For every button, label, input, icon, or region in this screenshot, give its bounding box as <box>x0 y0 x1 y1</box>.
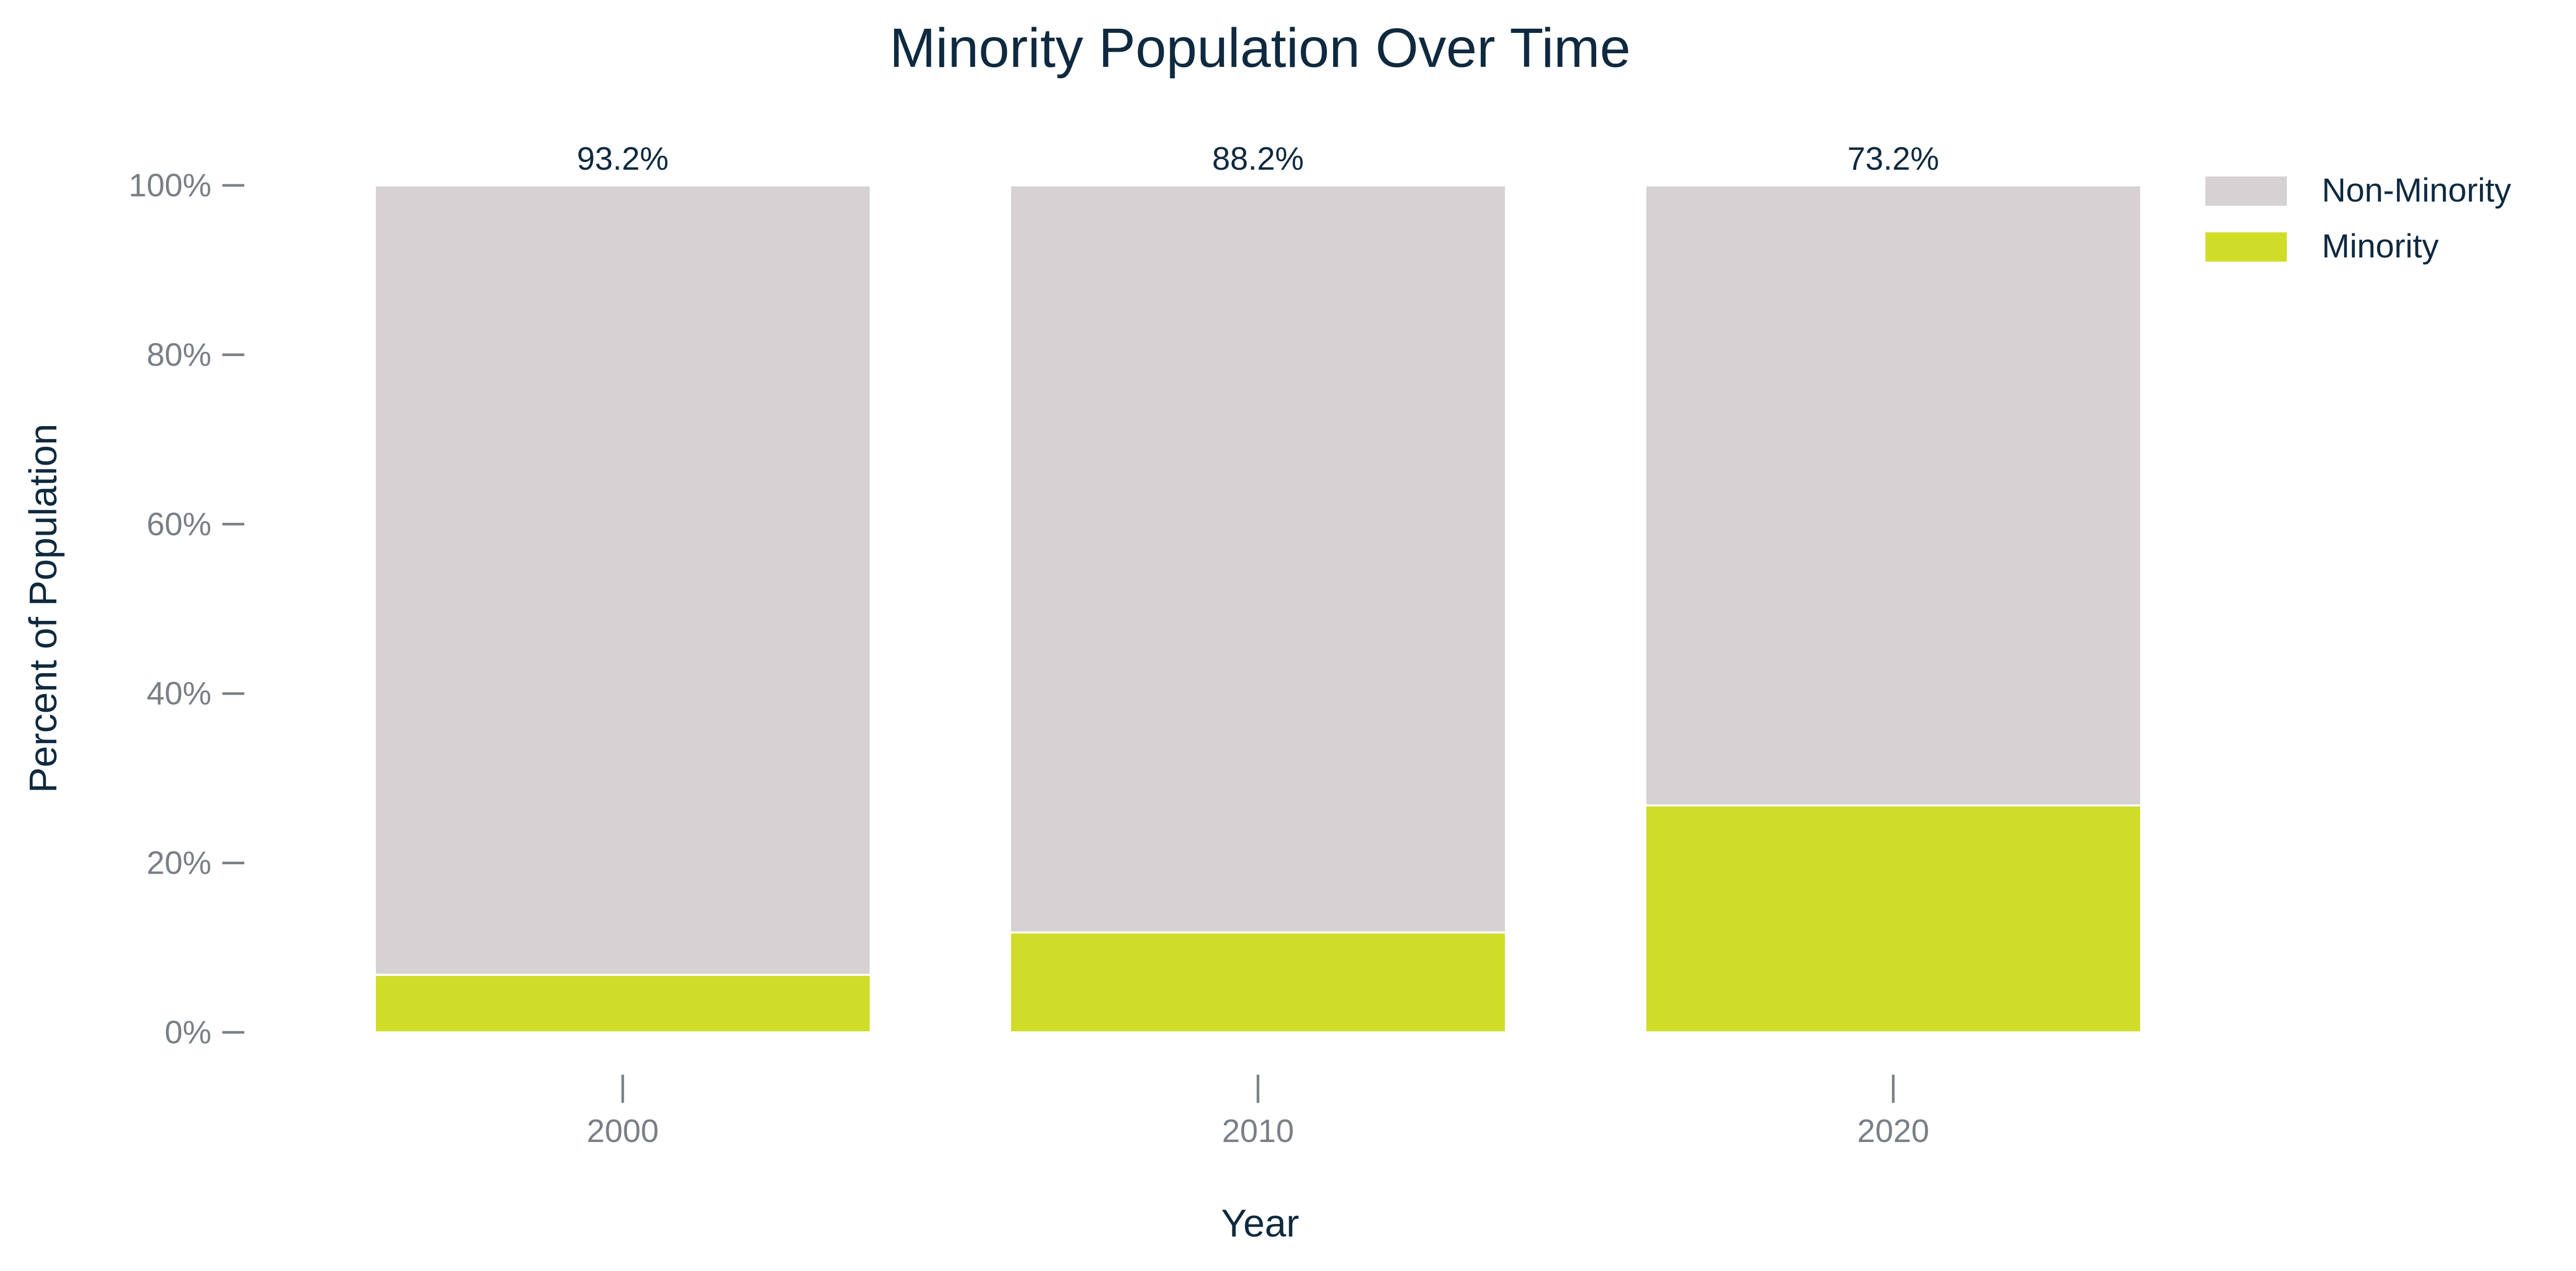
bar-minority-2010 <box>1009 931 1507 1033</box>
x-axis: 2000 2010 2020 <box>587 1075 1929 1149</box>
bar-non-minority-2010 <box>1009 184 1507 934</box>
y-axis-title: Percent of Population <box>21 423 65 793</box>
legend-label-non-minority: Non-Minority <box>2322 171 2511 209</box>
data-label-non-minority-2020: 73.2% <box>1847 141 1939 177</box>
y-tick-label: 100% <box>128 168 211 204</box>
y-tick-label: 0% <box>164 1015 211 1051</box>
legend-swatch-minority <box>2205 232 2287 262</box>
x-tick-label: 2020 <box>1857 1113 1929 1149</box>
legend-swatch-non-minority <box>2205 176 2287 206</box>
y-tick-label: 20% <box>147 845 211 881</box>
legend-label-minority: Minority <box>2322 227 2439 265</box>
bars-group: 6.8%93.2%11.8%88.2%26.8%73.2% <box>374 141 2142 1033</box>
bar-minority-2000 <box>374 973 872 1033</box>
data-label-non-minority-2000: 93.2% <box>577 141 669 177</box>
y-axis: 0% 20% 40% 60% 80% 100% <box>128 168 244 1051</box>
y-tick-label: 80% <box>147 337 211 373</box>
y-tick-label: 60% <box>147 507 211 543</box>
y-tick-label: 40% <box>147 676 211 712</box>
chart-title: Minority Population Over Time <box>889 17 1631 79</box>
bar-non-minority-2000 <box>374 184 872 976</box>
x-axis-title: Year <box>1221 1202 1299 1245</box>
x-tick-label: 2000 <box>587 1113 659 1149</box>
data-label-non-minority-2010: 88.2% <box>1212 141 1304 177</box>
bar-non-minority-2020 <box>1644 184 2142 807</box>
bar-minority-2020 <box>1644 804 2142 1033</box>
x-tick-label: 2010 <box>1222 1113 1294 1149</box>
legend: Non-Minority Minority <box>2205 171 2511 265</box>
